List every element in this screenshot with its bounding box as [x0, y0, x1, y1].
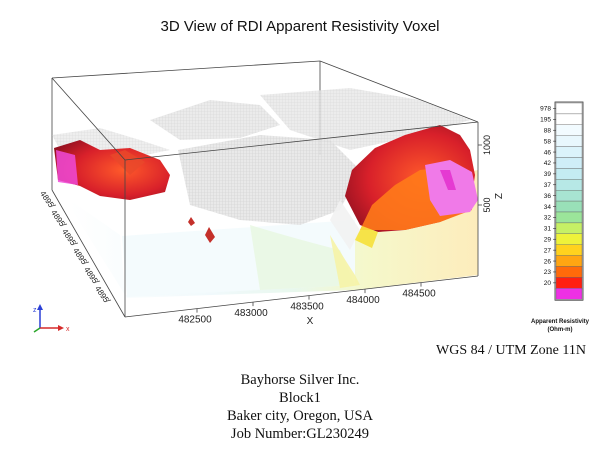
svg-text:z: z	[33, 307, 37, 314]
legend-swatch	[555, 113, 583, 126]
legend-label: 46	[544, 149, 552, 156]
legend-label: 978	[540, 106, 551, 113]
x-axis: 482500 483000 483500 484000 484500	[178, 282, 436, 326]
projection-label: WGS 84 / UTM Zone 11N	[436, 343, 586, 358]
legend-title: Apparent Resistivity (Ohm-m)	[530, 319, 590, 333]
project-info: Bayhorse Silver Inc. Block1 Baker city, …	[0, 371, 600, 443]
legend-label: 58	[544, 138, 552, 145]
legend-label: 26	[544, 258, 552, 265]
y-direction-arrow	[33, 327, 41, 333]
legend-swatch	[555, 124, 583, 136]
legend-label: 23	[544, 269, 552, 276]
y-tick-mark	[62, 223, 68, 226]
legend-swatch	[555, 222, 583, 234]
z-axis-label: Z	[494, 193, 505, 199]
y-tick-mark	[73, 242, 79, 245]
z-tick-label: 1000	[482, 135, 492, 155]
legend-swatch	[555, 244, 583, 256]
legend-swatch	[555, 179, 583, 191]
legend-swatch	[555, 135, 583, 147]
legend-swatch	[555, 157, 583, 169]
svg-text:x: x	[66, 326, 70, 333]
x-tick-label: 484000	[346, 295, 380, 306]
y-tick-mark	[84, 261, 90, 264]
legend-swatch	[555, 211, 583, 224]
legend-label: 20	[544, 280, 552, 287]
job-number: Job Number:GL230249	[230, 426, 370, 442]
legend-label: 37	[544, 182, 552, 189]
legend-swatch	[555, 255, 583, 267]
legend-label: 31	[544, 226, 552, 233]
company-name: Bayhorse Silver Inc.	[240, 372, 360, 388]
z-axis: 1000 500	[478, 135, 492, 213]
x-axis-label: X	[307, 316, 314, 327]
color-legend: 978 195 88 58 46 42 39 37 36 34 32 31 29 27 26 23 20	[540, 101, 584, 301]
right-conductor	[345, 125, 478, 248]
figure-title: 3D View of RDI Apparent Resistivity Voxe…	[160, 18, 440, 35]
left-conductor	[54, 140, 170, 200]
z-arrow-head	[37, 304, 43, 310]
legend-swatch	[555, 200, 583, 213]
legend-label: 36	[544, 193, 552, 200]
y-tick-mark	[51, 204, 57, 207]
legend-swatch	[555, 266, 583, 278]
y-tick-mark	[106, 299, 112, 302]
legend-label: 39	[544, 171, 552, 178]
legend-frame	[554, 101, 584, 301]
legend-swatch	[555, 102, 583, 115]
legend-label: 27	[544, 247, 552, 254]
legend-label: 88	[544, 127, 552, 134]
legend-label: 42	[544, 160, 552, 167]
resistivity-voxel	[52, 88, 478, 298]
legend-label: 195	[540, 117, 551, 124]
orientation-triad: z x	[33, 304, 70, 333]
legend-swatch	[555, 233, 583, 245]
x-arrow-head	[58, 325, 64, 331]
location: Baker city, Oregon, USA	[226, 408, 374, 424]
x-tick-label: 484500	[402, 289, 436, 300]
z-tick-label: 500	[482, 197, 492, 212]
block-name: Block1	[279, 390, 321, 406]
y-tick-mark	[95, 280, 101, 283]
legend-swatch	[555, 288, 583, 300]
bounding-box-front	[51, 77, 479, 318]
x-tick-label: 482500	[178, 315, 212, 326]
legend-label: 29	[544, 236, 552, 243]
legend-swatch	[555, 189, 583, 202]
legend-swatch	[555, 168, 583, 180]
legend-label: 34	[544, 204, 552, 211]
x-tick-label: 483500	[290, 302, 324, 313]
legend-swatch	[555, 146, 583, 158]
x-tick-label: 483000	[234, 308, 268, 319]
legend-label: 32	[544, 215, 552, 222]
legend-swatch	[555, 277, 583, 289]
